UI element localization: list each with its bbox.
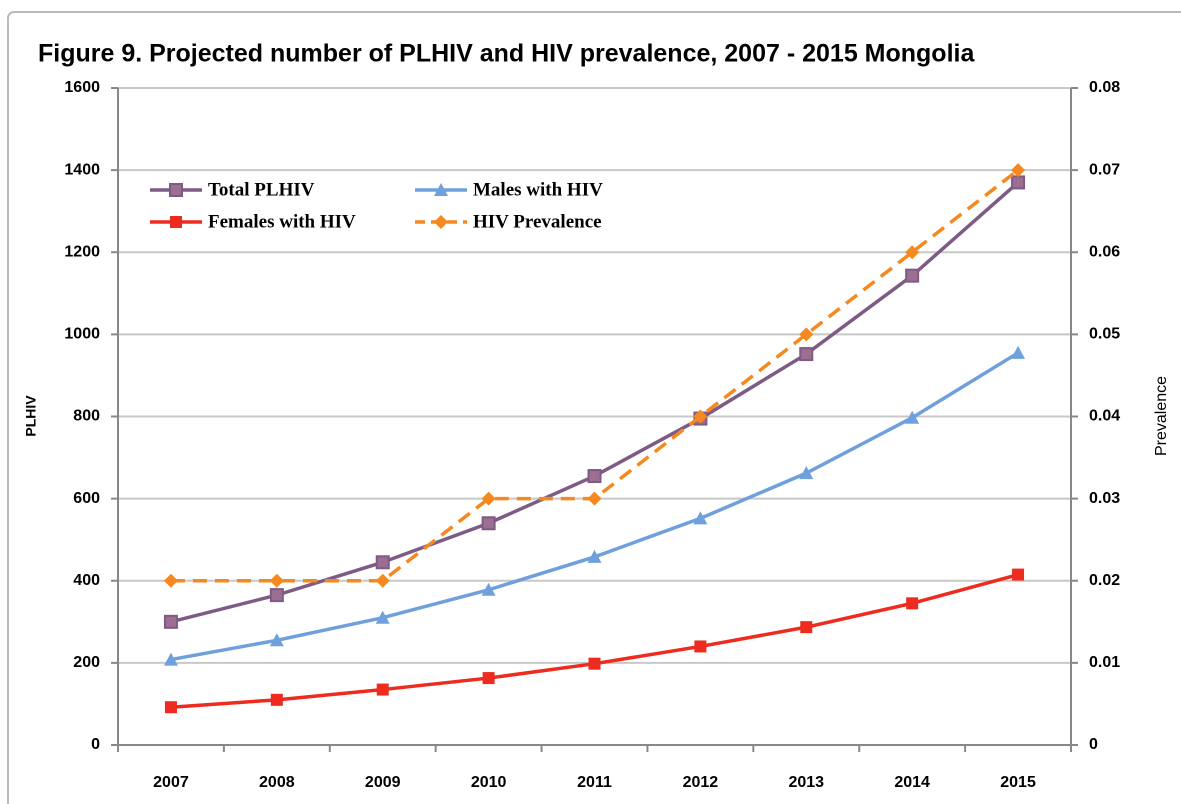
- marker: [693, 409, 708, 424]
- marker: [799, 327, 814, 342]
- marker: [164, 701, 177, 714]
- marker: [905, 268, 920, 283]
- y-axis-label: PLHIV: [23, 395, 39, 437]
- marker: [376, 683, 389, 696]
- marker: [906, 597, 919, 610]
- chart-title: Figure 9. Projected number of PLHIV and …: [38, 40, 975, 68]
- marker: [169, 183, 183, 197]
- marker: [163, 614, 178, 629]
- y2-tick-label: 0.02: [1089, 572, 1120, 589]
- marker: [163, 652, 178, 666]
- x-tick-label: 2007: [153, 774, 189, 791]
- y2-tick-label: 0: [1089, 736, 1098, 753]
- y2-tick-label: 0.07: [1089, 161, 1120, 178]
- legend-label: Total PLHIV: [208, 179, 315, 200]
- y2-tick-label: 0.05: [1089, 326, 1120, 343]
- chart-border: [7, 11, 1181, 804]
- x-tick-label: 2013: [788, 774, 824, 791]
- marker: [163, 573, 178, 588]
- legend-label: HIV Prevalence: [473, 211, 602, 232]
- marker: [375, 555, 390, 570]
- marker: [269, 588, 284, 603]
- x-tick-label: 2010: [471, 774, 507, 791]
- y-tick-label: 1200: [64, 243, 100, 260]
- y2-tick-label: 0.04: [1089, 408, 1120, 425]
- y2-tick-label: 0.03: [1089, 490, 1120, 507]
- marker: [694, 640, 707, 653]
- legend-label: Males with HIV: [473, 179, 603, 200]
- y2-tick-label: 0.08: [1089, 79, 1120, 96]
- marker: [481, 516, 496, 531]
- y-tick-label: 1400: [64, 161, 100, 178]
- x-tick-label: 2009: [365, 774, 401, 791]
- marker: [799, 347, 814, 362]
- marker: [693, 511, 708, 525]
- marker: [434, 183, 448, 196]
- marker: [269, 633, 284, 647]
- y-tick-label: 400: [73, 572, 100, 589]
- marker: [1011, 345, 1026, 359]
- marker: [800, 621, 813, 634]
- x-tick-label: 2008: [259, 774, 295, 791]
- marker: [1011, 175, 1026, 190]
- marker: [587, 549, 602, 563]
- y2-tick-label: 0.06: [1089, 243, 1120, 260]
- marker: [905, 245, 920, 260]
- marker: [270, 693, 283, 706]
- marker: [481, 491, 496, 506]
- x-tick-label: 2012: [683, 774, 719, 791]
- y-tick-label: 0: [91, 736, 100, 753]
- y-tick-label: 800: [73, 408, 100, 425]
- y-tick-label: 200: [73, 654, 100, 671]
- marker: [587, 491, 602, 506]
- marker: [1011, 163, 1026, 178]
- marker: [905, 410, 920, 424]
- marker: [588, 657, 601, 670]
- marker: [481, 582, 496, 596]
- x-tick-label: 2011: [577, 774, 612, 791]
- marker: [587, 469, 602, 484]
- y2-tick-label: 0.01: [1089, 654, 1120, 671]
- legend-label: Females with HIV: [208, 211, 356, 232]
- y-tick-label: 600: [73, 490, 100, 507]
- x-tick-label: 2014: [894, 774, 930, 791]
- marker: [375, 610, 390, 624]
- y-tick-label: 1000: [64, 326, 100, 343]
- marker: [269, 573, 284, 588]
- marker: [799, 466, 814, 480]
- marker: [1012, 568, 1025, 581]
- marker: [482, 672, 495, 685]
- marker: [170, 216, 182, 228]
- marker: [434, 215, 448, 229]
- y2-axis-label: Prevalence: [1153, 376, 1170, 456]
- x-tick-label: 2015: [1000, 774, 1036, 791]
- marker: [375, 573, 390, 588]
- y-tick-label: 1600: [64, 79, 100, 96]
